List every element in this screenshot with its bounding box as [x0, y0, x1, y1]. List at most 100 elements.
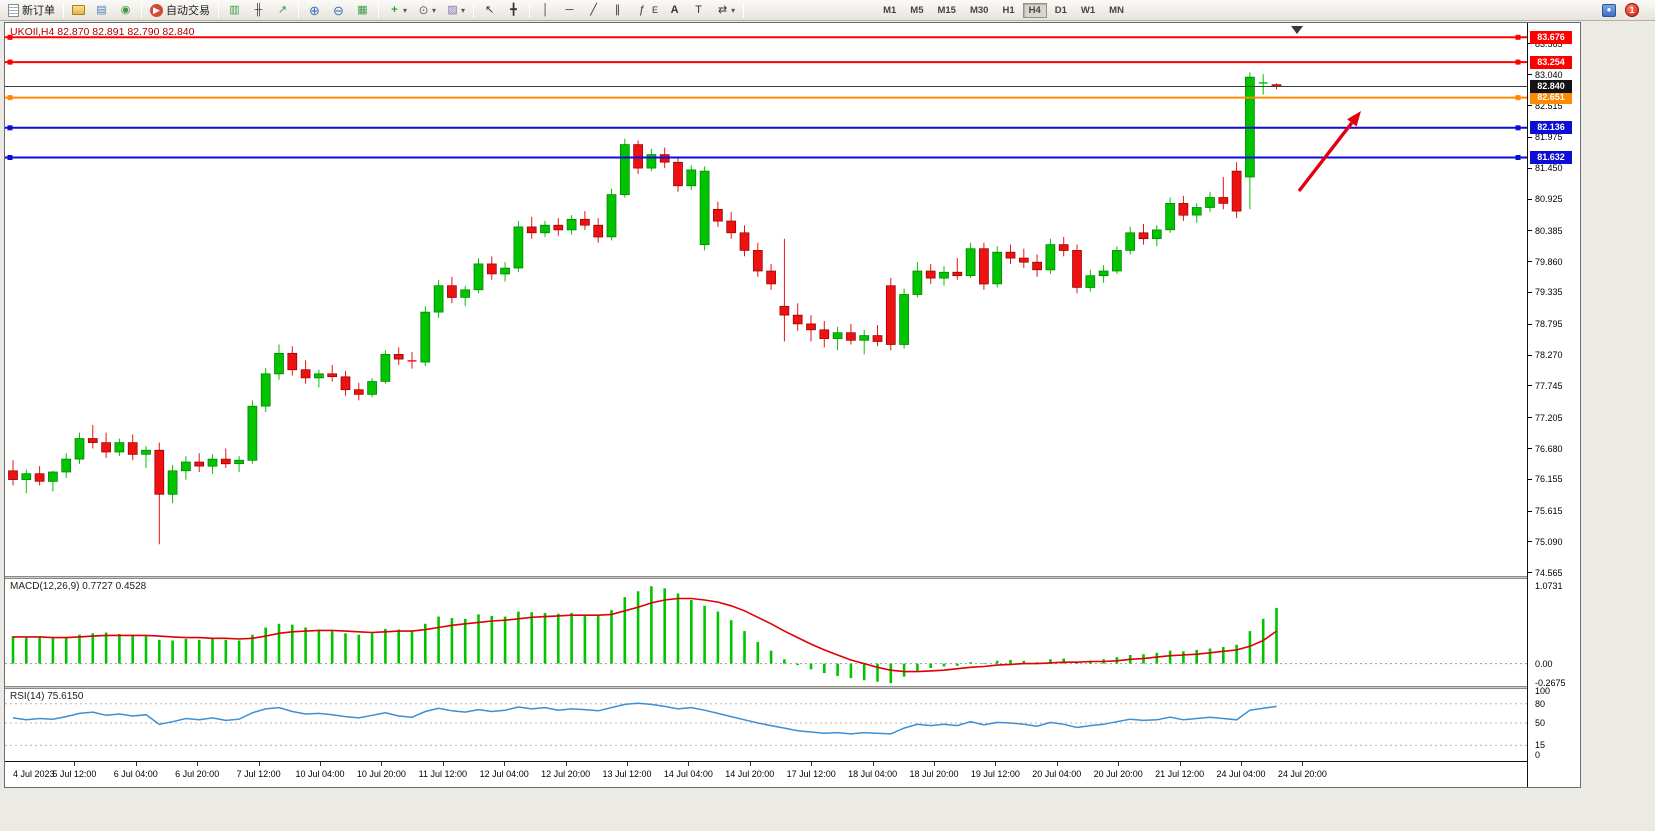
price-tick-label: 81.975 [1535, 132, 1563, 143]
label-icon: T [695, 3, 702, 16]
time-tick-mark [565, 762, 567, 766]
new-order-icon [8, 3, 19, 17]
candles-layer [8, 72, 1282, 545]
timeframe-button-d1[interactable]: D1 [1049, 3, 1073, 18]
crosshair-button[interactable]: ╋ [502, 1, 525, 20]
line-handle [7, 155, 13, 160]
timeframe-button-w1[interactable]: W1 [1075, 3, 1101, 18]
channel-button[interactable]: ∥ [606, 1, 629, 20]
periods-button[interactable]: ⊙ ▾ [412, 1, 440, 20]
time-axis-label: 10 Jul 04:00 [295, 769, 345, 779]
time-axis[interactable]: 4 Jul 2023 5 Jul 12:00 6 Jul 04:00 6 Jul 20… [5, 761, 1527, 787]
price-tick-mark [1528, 448, 1532, 449]
time-axis-label: 20 Jul 20:00 [1093, 769, 1143, 779]
chart-profile-button[interactable] [68, 1, 89, 20]
vertical-line-button[interactable]: │ [534, 1, 557, 20]
new-order-label: 新订单 [22, 5, 55, 17]
price-tick-label: 79.335 [1535, 287, 1563, 298]
zoom-in-icon: ⊕ [309, 2, 320, 18]
data-window-icon: ◉ [120, 3, 131, 16]
notification-badge-icon: 1 [1625, 3, 1639, 17]
macd-axis-label: 0.00 [1535, 658, 1553, 669]
time-tick-mark [1241, 762, 1242, 766]
horizontal-line-button[interactable]: ─ [558, 1, 581, 20]
macd-pane[interactable] [5, 579, 1527, 686]
indicators-button[interactable]: + ▾ [383, 1, 411, 20]
main-chart-pane[interactable] [5, 23, 1527, 576]
time-tick-mark [135, 762, 137, 766]
notifications-button[interactable]: 1 [1621, 1, 1643, 20]
data-window-button[interactable]: ◉ [114, 1, 137, 20]
main-toolbar: 新订单 ▤ ◉ ▶ 自动交易 ▥ ╫ ↗ ⊕ ⊖ ▦ + ▾ ⊙ ▾ ▨ ▾ ↖ ╋ … [0, 0, 1655, 21]
trendline-button[interactable]: ╱ [582, 1, 605, 20]
price-tick-mark [1528, 167, 1532, 169]
auto-trading-button[interactable]: ▶ 自动交易 [146, 1, 214, 20]
macd-axis-label: -0.2675 [1535, 678, 1566, 688]
price-tick-label: 78.270 [1535, 350, 1563, 360]
zoom-in-button[interactable]: ⊕ [303, 1, 326, 20]
timeframe-button-m30[interactable]: M30 [964, 3, 994, 18]
timeframe-button-h1[interactable]: H1 [996, 3, 1020, 18]
time-axis-label: 7 Jul 12:00 [236, 769, 281, 779]
timeframe-button-mn[interactable]: MN [1103, 3, 1130, 18]
pane-splitter[interactable] [5, 686, 1580, 689]
toolbar-separator [378, 2, 379, 18]
market-watch-button[interactable]: ▤ [90, 1, 113, 20]
timeframe-button-h4[interactable]: H4 [1022, 2, 1047, 18]
indicators-icon: + [391, 3, 398, 16]
periods-clock-icon: ⊙ [418, 3, 429, 17]
macd-signal-line [13, 597, 1277, 673]
candlestick-chart-button[interactable]: ╫ [247, 1, 270, 20]
price-tick-mark [1528, 74, 1532, 76]
price-tick-label: 80.385 [1535, 225, 1563, 236]
zoom-out-button[interactable]: ⊖ [327, 1, 350, 20]
timeframe-button-m15[interactable]: M15 [931, 3, 961, 18]
time-axis-label: 5 Jul 12:00 [52, 769, 97, 779]
line-handle [1515, 155, 1521, 160]
rsi-pane[interactable] [5, 689, 1527, 761]
new-order-button[interactable]: 新订单 [4, 1, 59, 20]
time-axis-label: 13 Jul 12:00 [602, 769, 652, 779]
chart-shift-marker-icon [1291, 26, 1303, 34]
time-axis-label: 10 Jul 20:00 [356, 769, 406, 779]
macd-axis-label: 1.0731 [1535, 581, 1563, 591]
price-tick-mark [1528, 354, 1532, 356]
community-button[interactable]: ● [1598, 1, 1620, 20]
toolbar-separator [473, 2, 475, 18]
price-line-label: 82.136 [1530, 121, 1572, 135]
time-tick-mark [995, 762, 997, 766]
price-tick-mark [1528, 105, 1532, 107]
timeframe-button-m5[interactable]: M5 [904, 3, 929, 18]
timeframe-button-m1[interactable]: M1 [877, 3, 902, 18]
price-tick-mark [1528, 261, 1532, 263]
time-axis-label: 14 Jul 04:00 [663, 769, 713, 779]
market-watch-icon: ▤ [96, 3, 107, 16]
text-button[interactable]: A [663, 1, 686, 20]
horizontal-lines-layer[interactable] [5, 34, 1527, 160]
label-button[interactable]: T [687, 1, 710, 20]
tile-windows-button[interactable]: ▦ [351, 1, 374, 20]
horizontal-line-icon: ─ [565, 3, 574, 16]
fibonacci-label: E [652, 5, 659, 15]
price-tick-label: 74.565 [1535, 567, 1563, 578]
price-axis[interactable]: 83.565 83.040 82.515 81.975 81.450 80.925 80.3… [1527, 23, 1580, 787]
price-tick-label: 78.795 [1535, 319, 1563, 330]
time-tick-mark [934, 762, 935, 766]
auto-trading-label: 自动交易 [166, 5, 210, 17]
rsi-axis-label: 80 [1535, 698, 1546, 709]
rsi-axis-label: 15 [1535, 740, 1546, 751]
time-tick-mark [442, 762, 444, 766]
time-axis-label: 11 Jul 12:00 [418, 769, 467, 779]
arrows-button[interactable]: ⇄ ▾ [711, 1, 739, 20]
community-icon: ● [1602, 3, 1616, 17]
templates-button[interactable]: ▨ ▾ [441, 1, 469, 20]
macd-histogram [11, 586, 1278, 684]
trend-arrow [1297, 121, 1354, 193]
time-axis-label: 24 Jul 20:00 [1277, 769, 1327, 779]
cursor-button[interactable]: ↖ [478, 1, 501, 20]
line-chart-button[interactable]: ↗ [271, 1, 294, 20]
bar-chart-icon: ▥ [229, 3, 240, 16]
pane-splitter[interactable] [5, 576, 1580, 579]
bar-chart-button[interactable]: ▥ [223, 1, 246, 20]
